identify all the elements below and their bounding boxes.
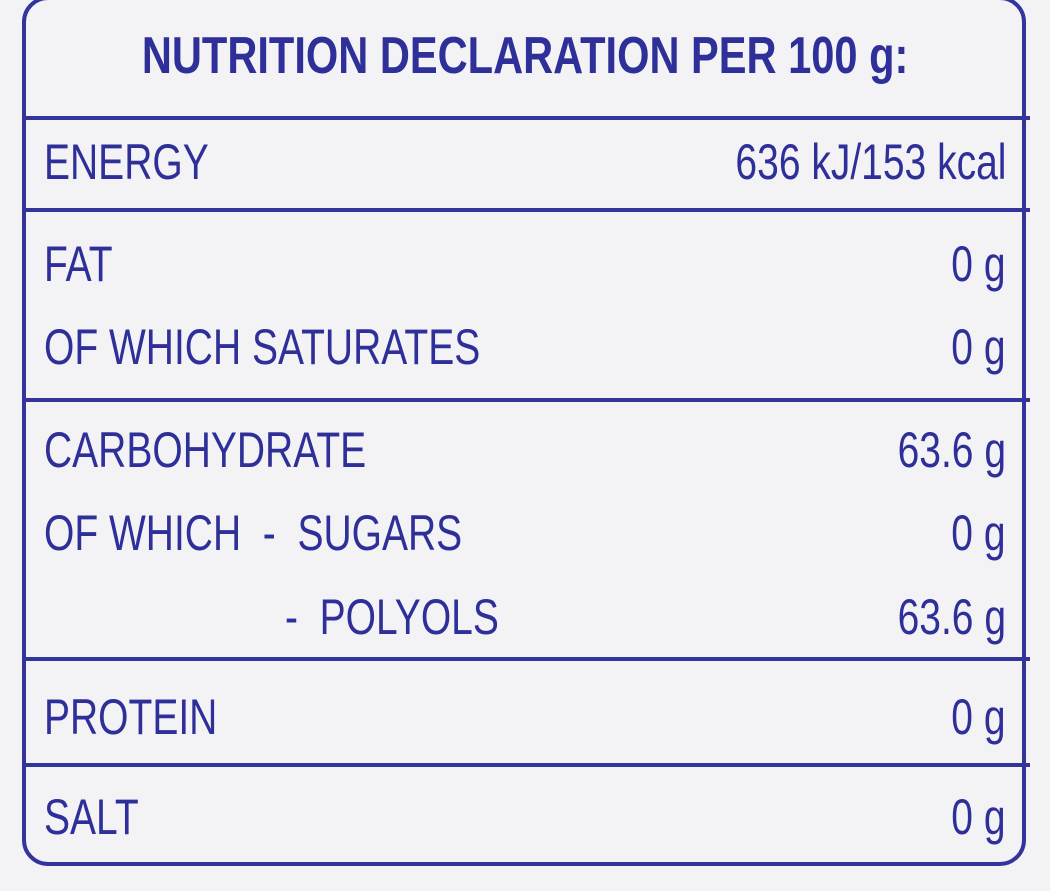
row-label-sugars: OF WHICH - SUGARS [44,505,463,561]
row-value-sugars: 0 g [951,505,1006,561]
divider [22,116,1030,120]
divider [22,657,1030,661]
divider [22,208,1030,212]
table-title: NUTRITION DECLARATION PER 100 g: [0,30,1050,82]
table-title-text: NUTRITION DECLARATION PER 100 g: [141,27,909,85]
row-label-saturates: OF WHICH SATURATES [44,319,481,375]
row-label-polyols: - POLYOLS [285,589,499,645]
row-value-carbohydrate: 63.6 g [897,422,1006,478]
row-label-energy: ENERGY [44,134,209,190]
row-label-carbohydrate: CARBOHYDRATE [44,422,367,478]
row-value-polyols: 63.6 g [897,589,1006,645]
row-label-protein: PROTEIN [44,689,218,745]
row-value-salt: 0 g [951,789,1006,845]
row-label-fat: FAT [44,236,113,292]
divider [22,398,1030,402]
row-label-salt: SALT [44,789,139,845]
row-value-saturates: 0 g [951,319,1006,375]
row-value-fat: 0 g [951,236,1006,292]
nutrition-table-border [22,0,1026,866]
divider [22,763,1030,767]
row-value-protein: 0 g [951,689,1006,745]
row-value-energy: 636 kJ/153 kcal [734,134,1006,190]
